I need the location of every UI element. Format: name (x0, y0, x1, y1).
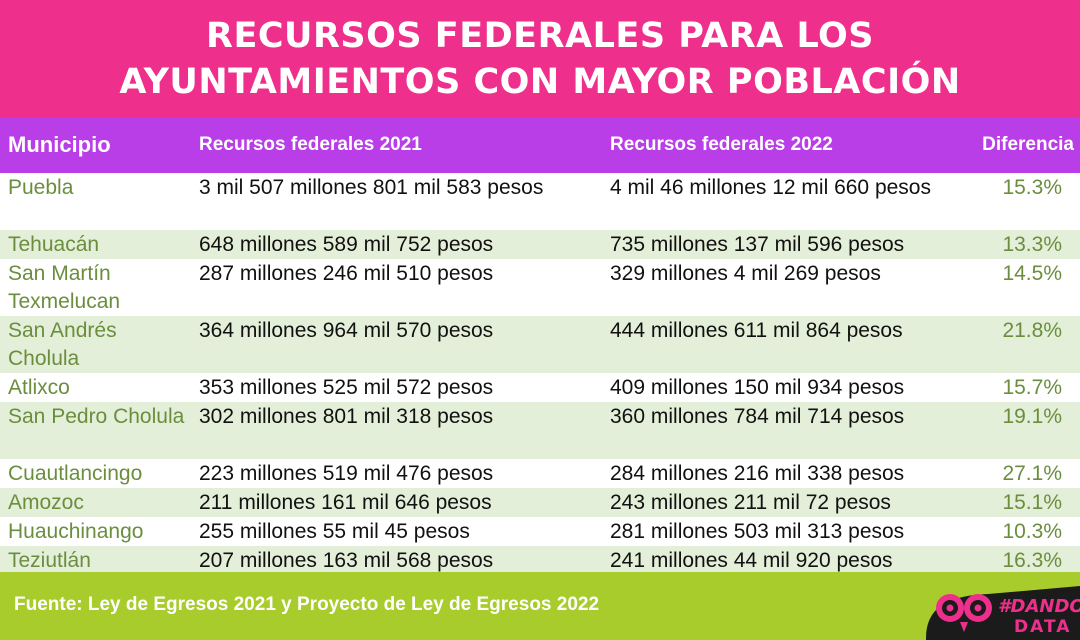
column-header-recursos-2022: Recursos federales 2022 (610, 134, 833, 155)
page-header: RECURSOS FEDERALES PARA LOS AYUNTAMIENTO… (0, 0, 1080, 117)
cell-recursos-2022: 444 millones 611 mil 864 pesos (610, 319, 903, 342)
table-header: Municipio Recursos federales 2021 Recurs… (0, 117, 1080, 173)
cell-municipio: San Pedro Cholula (8, 405, 185, 428)
owl-eyes-icon (936, 594, 992, 632)
logo-text-hashtag: #DANDO (998, 596, 1080, 617)
column-header-recursos-2021: Recursos federales 2021 (199, 134, 422, 155)
table-row: Amozoc 211 millones 161 mil 646 pesos 24… (0, 488, 1080, 517)
cell-diferencia: 14.5% (1002, 262, 1062, 285)
cell-recursos-2021: 211 millones 161 mil 646 pesos (199, 491, 492, 514)
cell-recursos-2022: 409 millones 150 mil 934 pesos (610, 376, 905, 399)
cell-recursos-2021: 223 millones 519 mil 476 pesos (199, 462, 494, 485)
cell-municipio: Atlixco (8, 376, 70, 399)
table-row: Huauchinango 255 millones 55 mil 45 peso… (0, 517, 1080, 546)
cell-municipio: Teziutlán (8, 549, 91, 572)
cell-diferencia: 19.1% (1002, 405, 1062, 428)
cell-diferencia: 13.3% (1002, 233, 1062, 256)
source-note: Fuente: Ley de Egresos 2021 y Proyecto d… (14, 594, 600, 615)
cell-recursos-2021: 302 millones 801 mil 318 pesos (199, 405, 494, 428)
column-header-diferencia: Diferencia (982, 134, 1074, 155)
cell-recursos-2021: 364 millones 964 mil 570 pesos (199, 319, 494, 342)
page-title-line-2: AYUNTAMIENTOS CON MAYOR POBLACIÓN (119, 61, 961, 102)
cell-recursos-2022: 281 millones 503 mil 313 pesos (610, 520, 905, 543)
cell-recursos-2021: 353 millones 525 mil 572 pesos (199, 376, 494, 399)
cell-recursos-2022: 243 millones 211 mil 72 pesos (610, 491, 891, 514)
cell-recursos-2022: 284 millones 216 mil 338 pesos (610, 462, 905, 485)
cell-municipio: Puebla (8, 176, 74, 199)
table-row: Cuautlancingo 223 millones 519 mil 476 p… (0, 459, 1080, 488)
cell-recursos-2021: 648 millones 589 mil 752 pesos (199, 233, 494, 256)
table-row: Tehuacán 648 millones 589 mil 752 pesos … (0, 230, 1080, 259)
cell-diferencia: 27.1% (1002, 462, 1062, 485)
column-header-municipio: Municipio (8, 132, 111, 157)
table-row: Puebla 3 mil 507 millones 801 mil 583 pe… (0, 173, 1080, 230)
table-row: San Andrés Cholula 364 millones 964 mil … (0, 316, 1080, 373)
table-row: Teziutlán 207 millones 163 mil 568 pesos… (0, 546, 1080, 575)
cell-diferencia: 15.7% (1002, 376, 1062, 399)
page-title-line-1: RECURSOS FEDERALES PARA LOS (206, 15, 874, 56)
cell-diferencia: 15.3% (1002, 176, 1062, 199)
cell-recursos-2021: 255 millones 55 mil 45 pesos (199, 520, 470, 543)
table-row: San Pedro Cholula 302 millones 801 mil 3… (0, 402, 1080, 459)
cell-recursos-2021: 207 millones 163 mil 568 pesos (199, 549, 494, 572)
cell-recursos-2021: 3 mil 507 millones 801 mil 583 pesos (199, 176, 544, 199)
cell-recursos-2022: 360 millones 784 mil 714 pesos (610, 405, 905, 428)
table-body: Puebla 3 mil 507 millones 801 mil 583 pe… (0, 173, 1080, 575)
table-row: San Martín Texmelucan 287 millones 246 m… (0, 259, 1080, 316)
cell-recursos-2022: 735 millones 137 mil 596 pesos (610, 233, 905, 256)
cell-diferencia: 21.8% (1002, 319, 1062, 342)
cell-recursos-2021: 287 millones 246 mil 510 pesos (199, 262, 494, 285)
cell-municipio: Tehuacán (8, 233, 100, 256)
cell-municipio: San Andrés Cholula (8, 319, 117, 370)
cell-municipio: Cuautlancingo (8, 462, 143, 485)
cell-municipio: Amozoc (8, 491, 84, 514)
table-row: Atlixco 353 millones 525 mil 572 pesos 4… (0, 373, 1080, 402)
dandodata-logo: #DANDO DATA (926, 586, 1080, 640)
logo-text-data: DATA (1014, 617, 1071, 637)
cell-municipio: Huauchinango (8, 520, 144, 543)
cell-municipio: San Martín Texmelucan (8, 262, 121, 313)
cell-diferencia: 10.3% (1002, 520, 1062, 543)
cell-recursos-2022: 329 millones 4 mil 269 pesos (610, 262, 881, 285)
cell-diferencia: 16.3% (1002, 549, 1062, 572)
footer-bar: Fuente: Ley de Egresos 2021 y Proyecto d… (0, 572, 1080, 640)
cell-diferencia: 15.1% (1002, 491, 1062, 514)
cell-recursos-2022: 4 mil 46 millones 12 mil 660 pesos (610, 176, 931, 199)
cell-recursos-2022: 241 millones 44 mil 920 pesos (610, 549, 893, 572)
